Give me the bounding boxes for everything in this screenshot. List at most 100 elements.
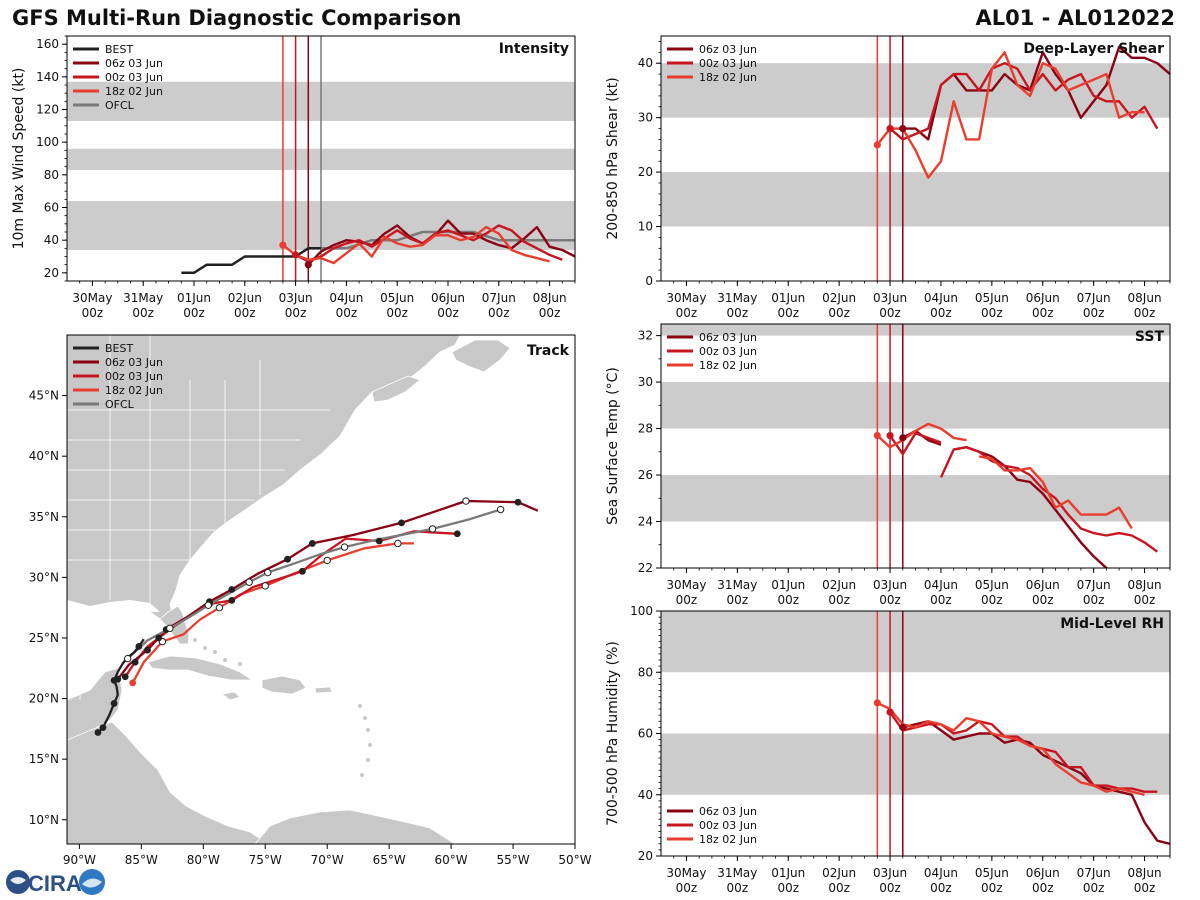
track-open-point-ofcl bbox=[166, 624, 174, 632]
rh-xtick-hour: 00z bbox=[828, 881, 850, 895]
rh-ytick-label: 100 bbox=[630, 604, 653, 618]
track-legend-label-18z-02-jun: 18z 02 Jun bbox=[105, 384, 163, 397]
rh-line-06z-03-jun bbox=[902, 720, 1170, 845]
intensity-legend-label-00z-03-jun: 00z 03 Jun bbox=[105, 71, 163, 84]
shear-xtick-day: 31May bbox=[717, 291, 757, 305]
rh-xtick-day: 06Jun bbox=[1026, 866, 1060, 880]
intensity-xtick-hour: 00z bbox=[336, 306, 358, 320]
political-borders bbox=[67, 335, 330, 700]
sst-band-1 bbox=[661, 382, 1170, 429]
track-xtick-label: 55°W bbox=[496, 853, 529, 867]
shear-ytick-label: 10 bbox=[638, 220, 653, 234]
sst-xtick-hour: 00z bbox=[777, 593, 799, 607]
shear-init-lines bbox=[876, 36, 904, 281]
land-puerto-rico bbox=[314, 686, 333, 694]
intensity-xtick-hour: 00z bbox=[488, 306, 510, 320]
sst-xtick-day: 02Jun bbox=[822, 578, 856, 592]
sst-xtick-hour: 00z bbox=[1032, 593, 1054, 607]
rh-xtick-hour: 00z bbox=[1032, 881, 1054, 895]
sst-xtick-hour: 00z bbox=[930, 593, 952, 607]
land-south-america bbox=[254, 809, 456, 844]
track-open-point-06z-03-jun bbox=[462, 497, 470, 505]
land-maritimes bbox=[371, 375, 421, 403]
shear-xtick-hour: 00z bbox=[777, 306, 799, 320]
shear-band-1 bbox=[661, 63, 1170, 118]
track-ytick-label: 35°N bbox=[29, 510, 59, 524]
shear-xtick-hour: 00z bbox=[1032, 306, 1054, 320]
rh-panel-title: Mid-Level RH bbox=[1060, 616, 1164, 632]
shear-xtick-hour: 00z bbox=[828, 306, 850, 320]
track-open-point-ofcl bbox=[496, 505, 505, 514]
rh-xtick-day: 08Jun bbox=[1128, 866, 1162, 880]
track-point-06z-03-jun bbox=[398, 519, 405, 527]
intensity-legend-label-18z-02-jun: 18z 02 Jun bbox=[105, 85, 163, 98]
rh-xtick-day: 01Jun bbox=[771, 866, 805, 880]
track-open-point-18z-02-jun bbox=[323, 556, 331, 565]
track-ytick-label: 20°N bbox=[29, 692, 59, 706]
intensity-ytick-label: 20 bbox=[44, 266, 59, 280]
track-ytick-label: 45°N bbox=[29, 389, 59, 403]
track-xtick-label: 85°W bbox=[125, 853, 158, 867]
track-point-06z-03-jun bbox=[144, 646, 151, 654]
track-open-point-ofcl bbox=[428, 525, 437, 533]
track-point-00z-03-jun bbox=[453, 530, 461, 538]
track-ytick-label: 10°N bbox=[29, 813, 59, 827]
track-frame bbox=[66, 334, 576, 845]
shear-xtick-hour: 00z bbox=[676, 306, 698, 320]
sst-ytick-label: 26 bbox=[638, 468, 653, 482]
rh-xtick-hour: 00z bbox=[930, 881, 952, 895]
track-point-06z-03-jun bbox=[514, 498, 522, 506]
track-xtick-label: 50°W bbox=[558, 853, 591, 867]
intensity-xtick-day: 03Jun bbox=[279, 291, 313, 305]
sst-xtick-day: 01Jun bbox=[771, 578, 805, 592]
sst-series bbox=[876, 422, 1159, 568]
sst-line-18z-02-jun bbox=[876, 422, 1133, 530]
intensity-xtick-hour: 00z bbox=[132, 306, 154, 320]
rh-xtick-day: 02Jun bbox=[822, 866, 856, 880]
sst-init-point-06z-03-jun bbox=[899, 434, 907, 442]
logo-text: CIRA bbox=[28, 871, 82, 896]
rh-legend-label-06z-03-jun: 06z 03 Jun bbox=[699, 805, 757, 818]
sst-legend-label-18z-02-jun: 18z 02 Jun bbox=[699, 359, 757, 372]
rh-ytick-label: 20 bbox=[638, 849, 653, 863]
track-ytick-label: 25°N bbox=[29, 631, 59, 645]
rh-xtick-hour: 00z bbox=[676, 881, 698, 895]
track-line-ofcl bbox=[126, 508, 502, 660]
sst-xtick-day: 07Jun bbox=[1077, 578, 1111, 592]
track-open-point-ofcl bbox=[264, 568, 272, 577]
shear-series bbox=[876, 45, 1170, 179]
intensity-ytick-label: 80 bbox=[44, 168, 59, 182]
rh-init-point-00z-03-jun bbox=[886, 708, 894, 716]
sst-xtick-hour: 00z bbox=[828, 593, 850, 607]
rh-xtick-hour: 00z bbox=[1134, 881, 1156, 895]
shear-ytick-label: 30 bbox=[638, 111, 653, 125]
rh-series bbox=[876, 701, 1170, 845]
sst-ytick-label: 32 bbox=[638, 329, 653, 343]
intensity-xtick-hour: 00z bbox=[386, 306, 408, 320]
sst-ylabel: Sea Surface Temp (°C) bbox=[605, 367, 621, 525]
track-point-best bbox=[99, 724, 107, 732]
intensity-legend-label-06z-03-jun: 06z 03 Jun bbox=[105, 57, 163, 70]
track-basemap bbox=[67, 335, 511, 844]
track-point-18z-02-jun bbox=[129, 679, 137, 687]
shear-xtick-day: 01Jun bbox=[771, 291, 805, 305]
intensity-ytick-label: 60 bbox=[44, 201, 59, 215]
rh-xtick-day: 03Jun bbox=[873, 866, 907, 880]
intensity-panel-title: Intensity bbox=[499, 41, 569, 57]
storm-id: AL01 - AL012022 bbox=[975, 6, 1176, 30]
shear-xtick-day: 03Jun bbox=[873, 291, 907, 305]
track-point-00z-03-jun bbox=[375, 537, 383, 545]
shear-panel-title: Deep-Layer Shear bbox=[1023, 41, 1164, 57]
intensity-xtick-hour: 00z bbox=[539, 306, 561, 320]
track-open-point-18z-02-jun bbox=[394, 539, 402, 548]
sst-bands bbox=[661, 324, 1170, 522]
sst-ytick-label: 30 bbox=[638, 375, 653, 389]
sst-ytick-label: 24 bbox=[638, 515, 653, 529]
sst-ytick-label: 28 bbox=[638, 422, 653, 436]
shear-init-point-18z-02-jun bbox=[873, 141, 881, 149]
